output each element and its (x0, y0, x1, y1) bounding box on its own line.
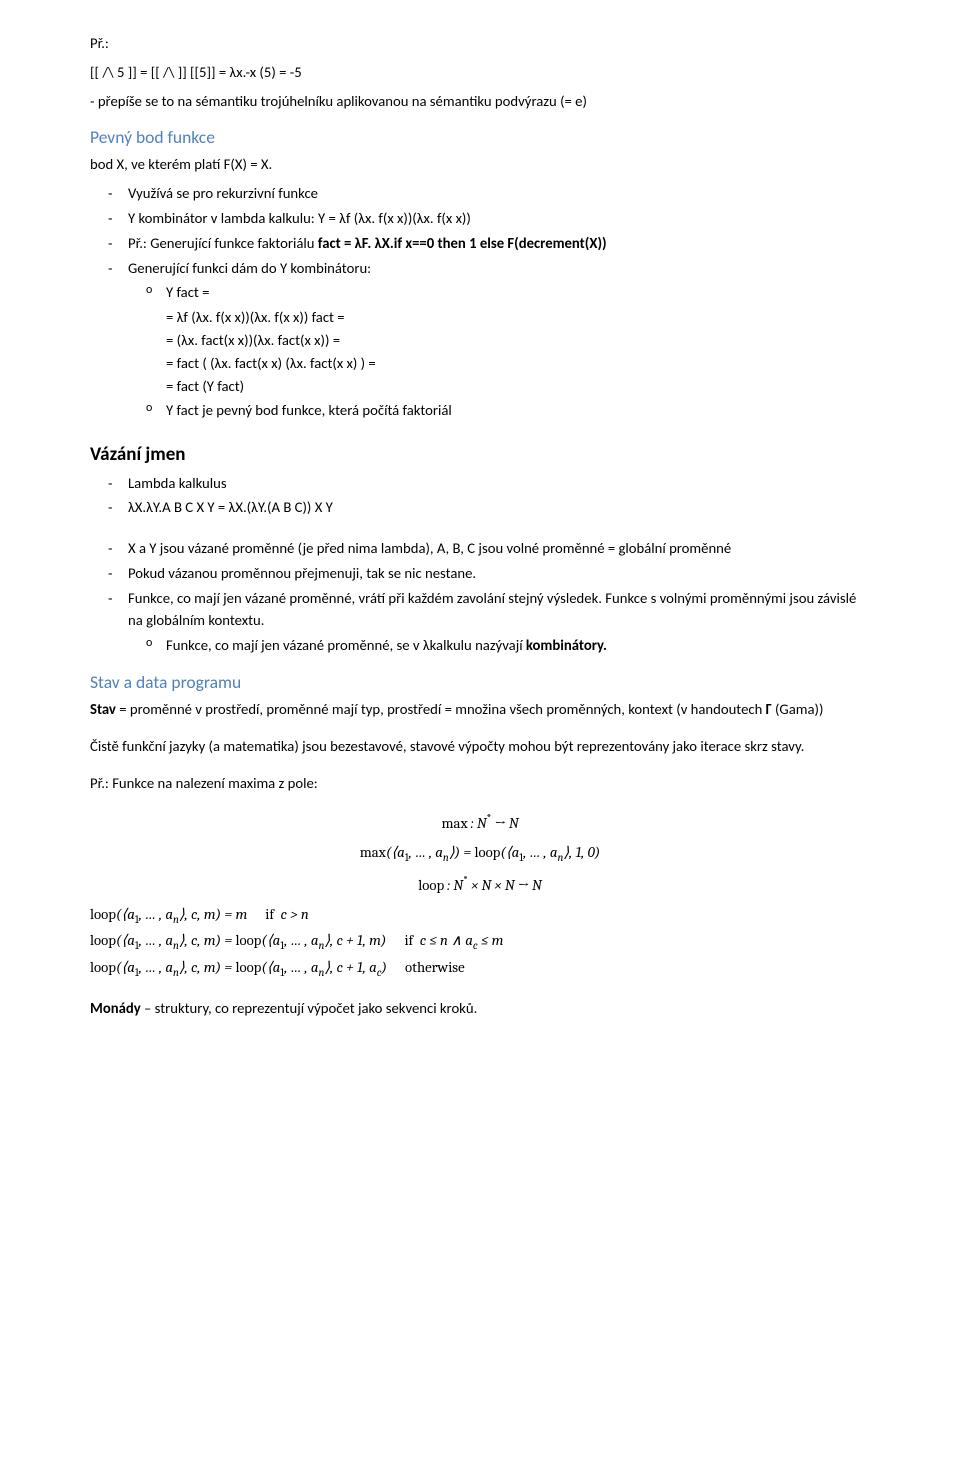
eq-line: = λf (λx. f(x x))(λx. f(x x)) fact = (90, 306, 870, 329)
list-item: Y fact = (90, 281, 870, 304)
stav-p1: Stav = proměnné v prostředí, proměnné ma… (90, 698, 870, 721)
text: – struktury, co reprezentují výpočet jak… (141, 999, 478, 1017)
pevny-bod-sublist-2: Y fact je pevný bod funkce, která počítá… (90, 399, 870, 422)
stav-p3: Př.: Funkce na nalezení maxima z pole: (90, 772, 870, 795)
equation: max : N* → N (90, 810, 870, 836)
list-item: Pokud vázanou proměnnou přejmenuji, tak … (90, 562, 870, 585)
vazani-sublist: Funkce, co mají jen vázané proměnné, se … (90, 634, 870, 657)
example-line-2: - přepíše se to na sémantiku trojúhelník… (90, 90, 870, 113)
heading-pevny-bod: Pevný bod funkce (90, 124, 870, 151)
pevny-bod-intro: bod X, ve kterém platí F(X) = X. (90, 153, 870, 176)
list-item: Lambda kalkulus (90, 472, 870, 495)
equation: max(⟨a1, … , an⟩) = loop(⟨a1, … , an⟩, 1… (90, 842, 870, 866)
text: Funkce, co mají jen vázané proměnné, se … (166, 636, 526, 654)
eq-line: = (λx. fact(x x))(λx. fact(x x)) = (90, 329, 870, 352)
vazani-list-2: X a Y jsou vázané proměnné (je před nima… (90, 537, 870, 632)
text: Př.: Generující funkce faktoriálu (128, 234, 318, 252)
document-page: Př.: [[ /\ 5 ]] = [[ /\ ]] [[5]] = λx.-x… (0, 0, 960, 1065)
example-label: Př.: (90, 32, 870, 55)
bold-text: fact = λF. λX.if x==0 then 1 else F(decr… (318, 234, 607, 252)
list-item: Funkce, co mají jen vázané proměnné, vrá… (90, 587, 870, 633)
equation: loop(⟨a1, … , an⟩, c, m) = loop(⟨a1, … ,… (90, 930, 870, 954)
example-line-1: [[ /\ 5 ]] = [[ /\ ]] [[5]] = λx.-x (5) … (90, 61, 870, 84)
equation: loop(⟨a1, … , an⟩, c, m) = mif c > n (90, 904, 870, 928)
stav-p2: Čistě funkční jazyky (a matematika) jsou… (90, 735, 870, 758)
list-item: Funkce, co mají jen vázané proměnné, se … (90, 634, 870, 657)
spacer (90, 521, 870, 535)
bold-text: kombinátory. (526, 636, 607, 654)
text: = proměnné v prostředí, proměnné mají ty… (116, 700, 766, 718)
pevny-bod-list: Využívá se pro rekurzivní funkce Y kombi… (90, 182, 870, 279)
list-item: λX.λY.A B C X Y = λX.(λY.(A B C)) X Y (90, 496, 870, 519)
monady-line: Monády – struktury, co reprezentují výpo… (90, 997, 870, 1020)
list-item: Generující funkci dám do Y kombinátoru: (90, 257, 870, 280)
list-item: Y fact je pevný bod funkce, která počítá… (90, 399, 870, 422)
equation: loop(⟨a1, … , an⟩, c, m) = loop(⟨a1, … ,… (90, 957, 870, 981)
list-item: Př.: Generující funkce faktoriálu fact =… (90, 232, 870, 255)
equation-block: max : N* → N max(⟨a1, … , an⟩) = loop(⟨a… (90, 810, 870, 980)
heading-stav: Stav a data programu (90, 669, 870, 696)
list-item: Využívá se pro rekurzivní funkce (90, 182, 870, 205)
list-item: Y kombinátor v lambda kalkulu: Y = λf (λ… (90, 207, 870, 230)
eq-line: = fact ( (λx. fact(x x) (λx. fact(x x) )… (90, 352, 870, 375)
list-item: X a Y jsou vázané proměnné (je před nima… (90, 537, 870, 560)
bold-text: Monády (90, 999, 141, 1017)
vazani-list: Lambda kalkulus λX.λY.A B C X Y = λX.(λY… (90, 472, 870, 520)
equation: loop : N* × N × N → N (90, 872, 870, 898)
eq-line: = fact (Y fact) (90, 375, 870, 398)
bold-text: Stav (90, 700, 116, 718)
pevny-bod-sublist: Y fact = (90, 281, 870, 304)
text: (Gama)) (772, 700, 824, 718)
heading-vazani: Vázání jmen (90, 440, 870, 469)
